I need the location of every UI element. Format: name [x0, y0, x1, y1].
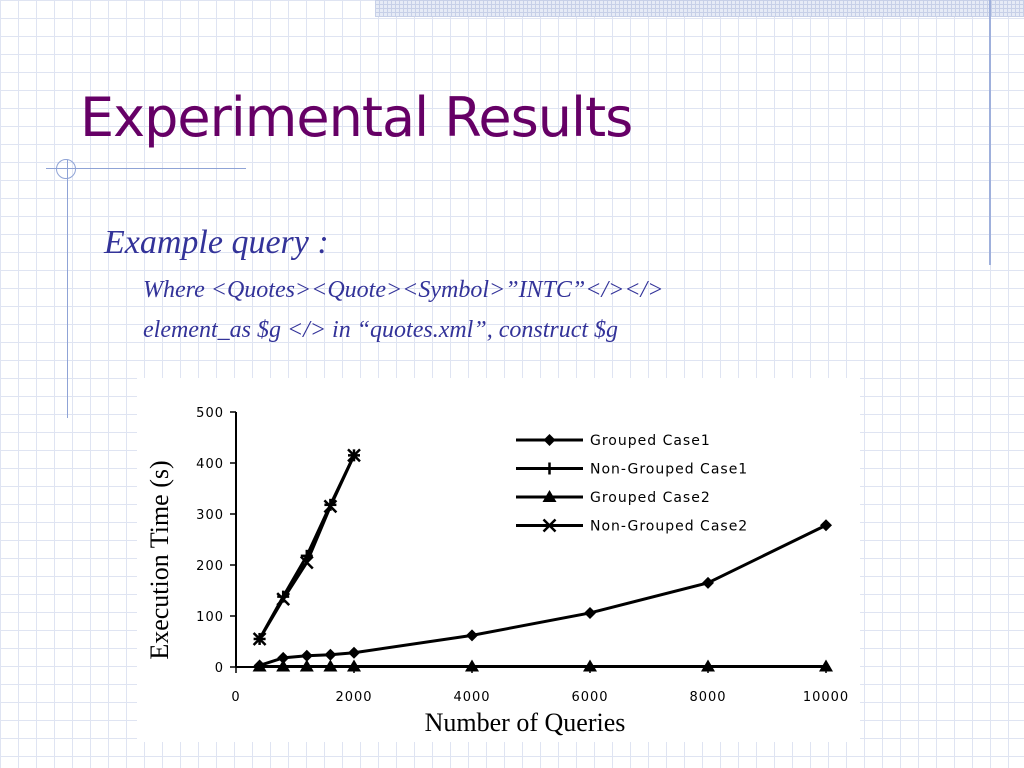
series-line	[259, 523, 827, 667]
title-rule	[46, 168, 246, 169]
data-point	[276, 592, 291, 607]
data-point	[299, 659, 314, 672]
rule-ring	[56, 159, 76, 179]
x-tick-label: 4000	[453, 690, 490, 705]
legend-entry: Grouped Case1	[516, 433, 711, 449]
x-tick-label: 2000	[335, 690, 372, 705]
right-rule	[989, 0, 991, 265]
data-point	[323, 499, 338, 514]
data-point	[300, 549, 313, 562]
x-axis-title: Number of Queries	[425, 708, 626, 737]
x-tick-label: 6000	[571, 690, 608, 705]
data-point	[277, 590, 290, 603]
data-point	[702, 576, 714, 589]
query-line-1: Where <Quotes><Quote><Symbol>”INTC”</></…	[143, 277, 664, 303]
data-point	[820, 519, 832, 532]
left-rule	[67, 160, 68, 418]
data-point	[701, 659, 715, 672]
data-point	[252, 659, 267, 672]
legend-entry: Non-Grouped Case1	[516, 462, 748, 478]
y-tick-label: 200	[196, 559, 224, 574]
series-non-grouped-case1	[253, 449, 360, 645]
legend-marker	[543, 462, 556, 475]
series-grouped-case2	[252, 659, 833, 672]
data-point	[583, 659, 597, 672]
legend-label: Non-Grouped Case2	[590, 519, 748, 535]
series-grouped-case1	[253, 519, 832, 672]
data-point	[276, 659, 291, 672]
data-point	[324, 648, 337, 661]
page-title: Experimental Results	[80, 86, 633, 149]
data-point	[466, 629, 478, 642]
data-point	[323, 659, 338, 672]
series-line	[258, 454, 356, 640]
legend-marker	[542, 490, 557, 502]
series-line	[258, 454, 356, 640]
data-point	[252, 632, 267, 646]
legend-entry: Non-Grouped Case2	[516, 518, 748, 535]
data-point	[253, 659, 266, 672]
x-tick-label: 0	[231, 690, 240, 705]
x-tick-label: 8000	[689, 690, 726, 705]
data-point	[299, 555, 314, 570]
y-tick-label: 500	[196, 406, 224, 421]
data-point	[347, 448, 361, 463]
x-tick-label: 10000	[803, 690, 849, 705]
data-point	[277, 651, 290, 664]
legend-entry: Grouped Case2	[516, 490, 711, 506]
data-point	[348, 449, 360, 462]
y-axis-title: Execution Time (s)	[145, 460, 174, 659]
chart-background	[137, 378, 860, 742]
data-point	[584, 606, 596, 619]
legend-label: Non-Grouped Case1	[590, 462, 748, 478]
data-point	[253, 632, 266, 645]
subtitle: Example query :	[104, 224, 329, 261]
data-point	[819, 659, 833, 672]
data-point	[324, 498, 337, 511]
y-tick-label: 100	[196, 610, 224, 625]
legend-label: Grouped Case1	[590, 433, 711, 449]
legend-label: Grouped Case2	[590, 490, 711, 506]
header-band	[375, 0, 1024, 17]
y-tick-label: 400	[196, 457, 224, 472]
series-non-grouped-case2	[252, 448, 361, 646]
legend-marker	[542, 518, 557, 533]
data-point	[465, 659, 479, 672]
query-line-2: element_as $g </> in “quotes.xml”, const…	[143, 317, 619, 343]
data-point	[348, 646, 360, 659]
legend-marker	[543, 434, 556, 446]
data-point	[300, 649, 313, 662]
data-point	[347, 659, 361, 672]
y-tick-label: 0	[215, 661, 224, 676]
y-tick-label: 300	[196, 508, 224, 523]
